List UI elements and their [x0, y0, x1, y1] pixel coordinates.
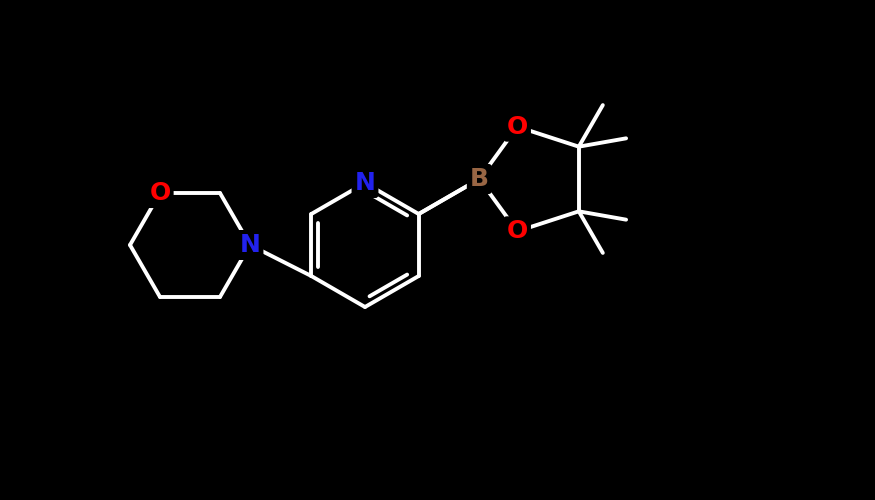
Text: N: N	[240, 233, 261, 257]
Text: O: O	[507, 220, 528, 244]
Text: O: O	[507, 114, 528, 138]
Text: N: N	[354, 171, 375, 195]
Text: B: B	[470, 167, 489, 191]
Text: O: O	[150, 181, 171, 205]
